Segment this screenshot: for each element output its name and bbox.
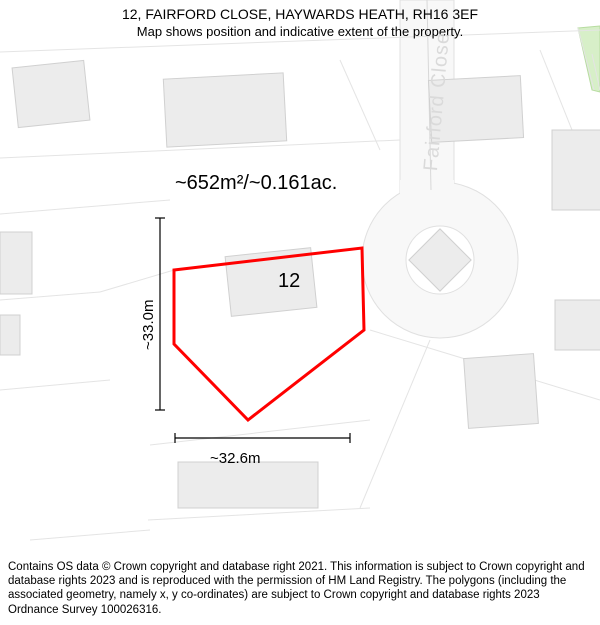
area-label: ~652m²/~0.161ac.	[175, 172, 337, 195]
page-title: 12, FAIRFORD CLOSE, HAYWARDS HEATH, RH16…	[0, 6, 600, 22]
credit-part-1a: Contains OS data	[8, 561, 102, 573]
road-blend	[400, 180, 454, 220]
building	[0, 315, 20, 355]
building	[178, 462, 318, 508]
building	[12, 60, 90, 127]
credit-part-1b: Crown copyright and database right 2021.…	[110, 561, 463, 573]
dim-vertical-label: ~33.0m	[140, 300, 157, 350]
credit-text: Contains OS data © Crown copyright and d…	[8, 560, 592, 618]
building	[552, 130, 600, 210]
plot-number-label: 12	[278, 270, 300, 293]
building	[464, 354, 539, 429]
page-subtitle: Map shows position and indicative extent…	[0, 24, 600, 39]
page-root: 12, FAIRFORD CLOSE, HAYWARDS HEATH, RH16…	[0, 0, 600, 625]
map-canvas	[0, 0, 600, 625]
building	[163, 73, 286, 147]
building	[0, 232, 32, 294]
building	[555, 300, 600, 350]
credit-part-5: 100026316.	[101, 604, 162, 616]
dim-horizontal-label: ~32.6m	[210, 450, 260, 467]
